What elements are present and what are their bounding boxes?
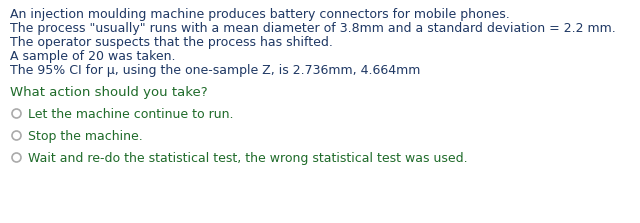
Text: What action should you take?: What action should you take?: [10, 86, 207, 99]
Text: An injection moulding machine produces battery connectors for mobile phones.: An injection moulding machine produces b…: [10, 8, 509, 21]
Text: Let the machine continue to run.: Let the machine continue to run.: [28, 108, 234, 121]
Text: The operator suspects that the process has shifted.: The operator suspects that the process h…: [10, 36, 333, 49]
Text: Stop the machine.: Stop the machine.: [28, 130, 143, 143]
Text: A sample of 20 was taken.: A sample of 20 was taken.: [10, 50, 175, 63]
Text: The process "usually" runs with a mean diameter of 3.8mm and a standard deviatio: The process "usually" runs with a mean d…: [10, 22, 616, 35]
Text: The 95% CI for μ, using the one-sample Z, is 2.736mm, 4.664mm: The 95% CI for μ, using the one-sample Z…: [10, 64, 420, 77]
Text: Wait and re-do the statistical test, the wrong statistical test was used.: Wait and re-do the statistical test, the…: [28, 152, 468, 165]
